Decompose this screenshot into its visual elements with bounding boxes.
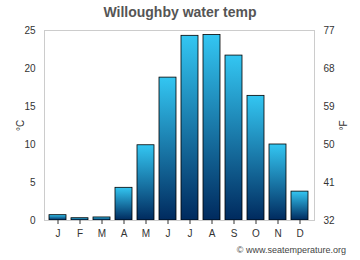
svg-text:10: 10: [24, 139, 36, 150]
svg-text:15: 15: [24, 101, 36, 112]
svg-text:S: S: [231, 228, 238, 239]
svg-text:5: 5: [30, 177, 36, 188]
svg-text:J: J: [188, 228, 193, 239]
svg-text:77: 77: [324, 25, 336, 36]
html-text:© www.seatemperature.org: © www.seatemperature.org: [236, 245, 346, 255]
svg-text:O: O: [252, 228, 260, 239]
svg-text:0: 0: [30, 215, 36, 226]
svg-text:50: 50: [324, 139, 336, 150]
svg-text:M: M: [142, 228, 150, 239]
svg-text:N: N: [274, 228, 281, 239]
svg-text:A: A: [121, 228, 128, 239]
html-text:Willoughby water temp: Willoughby water temp: [103, 4, 257, 20]
svg-text:59: 59: [324, 101, 336, 112]
svg-text:°F: °F: [338, 120, 349, 130]
svg-text:J: J: [56, 228, 61, 239]
svg-text:J: J: [166, 228, 171, 239]
svg-text:D: D: [296, 228, 303, 239]
svg-text:41: 41: [324, 177, 336, 188]
svg-text:M: M: [98, 228, 106, 239]
svg-text:A: A: [209, 228, 216, 239]
svg-text:°C: °C: [15, 120, 26, 131]
svg-text:20: 20: [24, 63, 36, 74]
svg-text:F: F: [77, 228, 83, 239]
svg-text:68: 68: [324, 63, 336, 74]
svg-text:25: 25: [24, 25, 36, 36]
svg-text:32: 32: [324, 215, 336, 226]
